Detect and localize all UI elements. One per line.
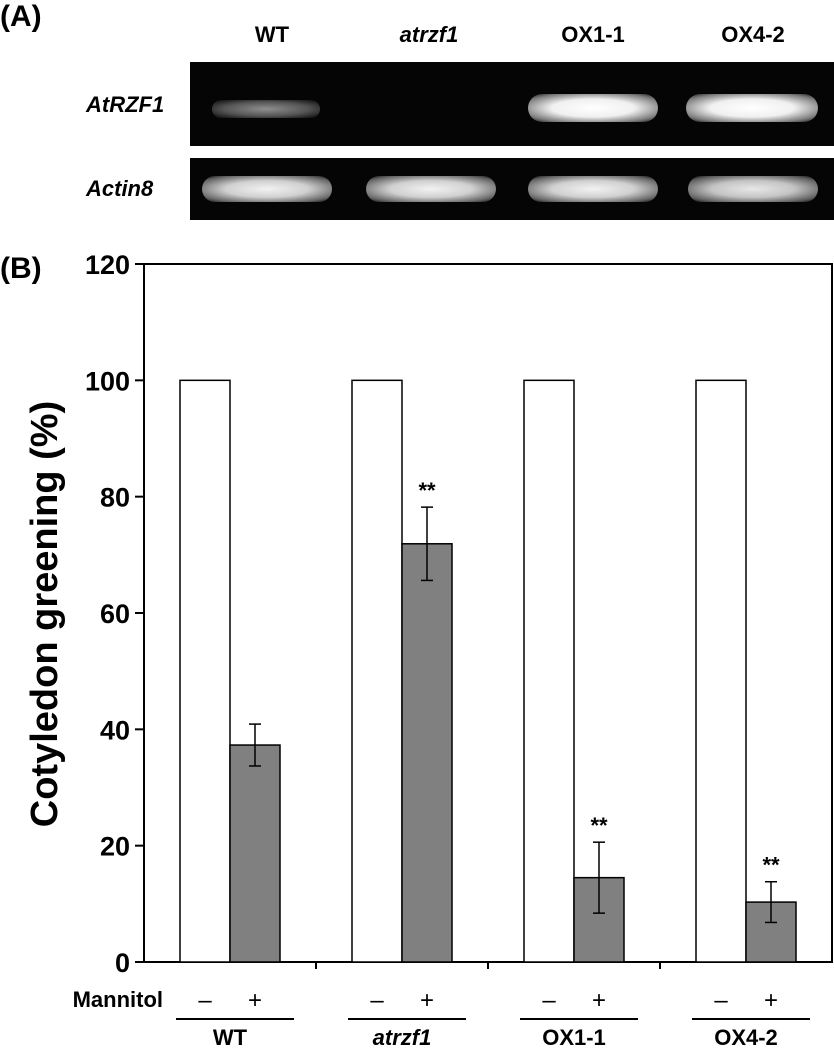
y-axis-label: Cotyledon greening (%) [24, 401, 66, 827]
mannitol-plus: + [764, 987, 778, 1014]
gel-band-actin-ox4-2 [688, 176, 818, 202]
y-tick-label: 100 [85, 366, 130, 396]
gel-image-actin8 [190, 158, 834, 220]
x-category-label: WT [213, 1025, 248, 1048]
gel-band-ox1-1 [528, 94, 658, 122]
bar-atrzf1-minus [351, 379, 403, 963]
gel-lane-label-ox1-1: OX1-1 [561, 22, 625, 47]
mannitol-label: Mannitol [73, 987, 163, 1012]
mannitol-plus: + [420, 987, 434, 1014]
mannitol-plus: + [248, 987, 262, 1014]
y-tick-label: 60 [100, 599, 130, 629]
y-tick-label: 0 [115, 948, 130, 978]
bar-atrzf1-plus [401, 543, 453, 963]
y-tick-label: 80 [100, 483, 130, 513]
gel-band-ox4-2 [686, 94, 818, 122]
x-category-label: OX1-1 [542, 1025, 606, 1048]
mannitol-minus: – [370, 987, 384, 1014]
mannitol-minus: – [714, 987, 728, 1014]
gene-label-atrzf1: AtRZF1 [86, 92, 165, 117]
gel-lane-label-atrzf1: atrzf1 [399, 22, 459, 47]
significance-marker: ** [762, 853, 780, 878]
gel-image-atrzf1 [190, 62, 834, 146]
y-tick-label: 40 [100, 715, 130, 745]
bar-wt-plus [229, 744, 281, 963]
significance-marker: ** [590, 813, 608, 838]
mannitol-plus: + [592, 987, 606, 1014]
gene-label-actin8: Actin8 [86, 176, 154, 201]
mannitol-minus: – [198, 987, 212, 1014]
gel-band-actin-atrzf1 [366, 176, 496, 202]
gel-band-actin-wt [202, 176, 332, 202]
y-tick-label: 120 [85, 250, 130, 280]
y-tick-label: 20 [100, 832, 130, 862]
mannitol-minus: – [542, 987, 556, 1014]
gel-lane-label-wt: WT [254, 22, 290, 47]
gel-lane-label-ox4-2: OX4-2 [721, 22, 785, 47]
gel-band-wt [212, 100, 320, 118]
significance-marker: ** [418, 478, 436, 503]
panel-a-label: (A) [0, 0, 42, 33]
x-category-label: OX4-2 [714, 1025, 778, 1048]
gel-band-actin-ox1-1 [528, 176, 658, 202]
bar-ox1-1-minus [523, 379, 575, 963]
x-category-label: atrzf1 [373, 1025, 432, 1048]
bar-ox4-2-minus [695, 379, 747, 963]
panel-b-label: (B) [0, 252, 42, 285]
bar-wt-minus [179, 379, 231, 963]
